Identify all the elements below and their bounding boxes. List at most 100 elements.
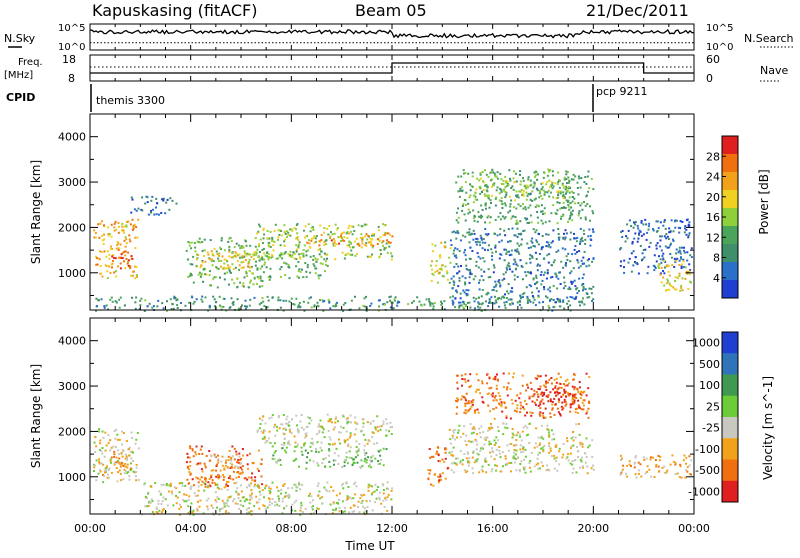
power-cell [509,298,512,301]
velocity-cell [541,398,544,401]
power-cell [484,194,487,197]
velocity-cell [309,501,312,504]
power-cell [228,248,231,251]
power-cell [127,264,130,267]
velocity-cell [228,450,231,452]
velocity-cell [541,464,544,467]
velocity-cell [154,482,157,484]
velocity-cell [298,465,300,468]
velocity-cell [572,395,574,398]
power-cell [516,242,519,245]
power-cell [688,270,691,273]
power-cell [93,236,96,239]
velocity-cell [165,483,168,485]
velocity-cell [284,491,287,494]
velocity-cell [539,407,542,410]
power-cell [512,263,515,266]
velocity-cell [429,469,432,472]
power-cell [198,237,201,240]
velocity-cell [488,377,491,380]
velocity-cell [189,447,192,450]
power-cell [279,275,282,278]
velocity-cell [196,477,199,480]
velocity-cell [273,451,276,454]
power-cell [663,219,666,222]
power-cell [478,281,480,284]
power-cell [581,208,584,211]
velocity-cell [251,479,254,482]
velocity-cell [529,466,531,469]
velocity-cell [567,393,570,395]
velocity-cell [338,499,340,501]
velocity-cell [348,511,351,514]
velocity-cell [363,444,366,447]
velocity-cell [328,436,331,439]
power-cell [519,294,522,297]
power-cell [308,239,310,242]
velocity-cell [376,415,379,418]
power-cell [315,260,318,263]
power-cell [659,221,662,224]
power-cell [455,263,458,265]
power-cell [283,252,286,255]
velocity-cell [115,446,117,449]
velocity-cell [545,395,548,398]
velocity-cell [222,474,224,476]
velocity-cell [155,508,158,510]
velocity-cell [116,438,119,441]
power-cell [108,233,111,235]
power-cell [216,253,219,256]
power-cell [557,191,560,194]
power-cell [525,262,528,265]
power-cell [111,266,113,269]
power-cell [453,281,456,284]
velocity-cell [215,475,218,478]
velocity-cell [574,374,576,377]
power-cell [533,182,536,185]
velocity-cell [472,426,475,429]
velocity-cell [620,472,623,475]
power-cell [535,282,538,285]
power-cell [242,246,245,249]
velocity-cell [362,418,365,420]
power-cell [488,206,491,209]
velocity-cell [486,373,489,376]
velocity-cell [372,420,375,422]
power-cell [545,245,548,248]
power-cell [341,231,344,234]
velocity-cell [179,513,182,516]
power-cell [125,224,128,227]
velocity-cell [338,510,341,513]
velocity-cell [471,440,474,443]
velocity-cell [220,488,223,491]
velocity-cell [258,498,261,501]
power-cell [505,300,508,303]
velocity-cell [476,443,479,446]
velocity-cell [98,458,101,461]
velocity-cell [428,448,431,450]
power-cell [528,299,531,302]
velocity-cell [287,487,290,490]
power-cell [628,219,631,222]
power-cell [465,289,468,292]
power-cell [219,304,221,307]
power-cell [240,261,243,264]
velocity-cell [278,500,281,502]
power-cell [584,204,587,207]
power-cell [116,241,119,244]
velocity-cell [580,460,583,463]
velocity-cell [214,491,217,494]
power-cell [573,232,575,235]
power-cell [535,171,538,174]
power-cell [290,255,293,258]
velocity-cell [126,463,129,466]
power-cell [662,257,665,260]
power-cell [473,219,476,222]
power-cell [530,246,532,249]
power-cell [396,301,399,304]
power-cell [436,269,439,272]
velocity-cell [266,506,269,509]
power-cell [198,241,200,244]
power-cell [343,236,346,239]
power-cell [175,202,178,205]
